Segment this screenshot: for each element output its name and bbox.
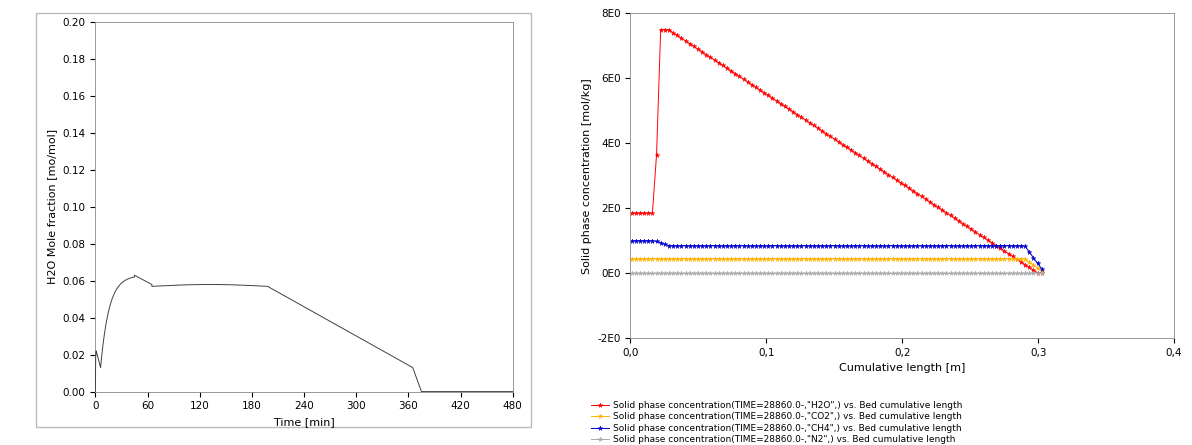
Solid phase concentration(TIME=28860.0-,"CH4",) vs. Bed cumulative length (720, 243, 734, 248)
Solid phase concentration(TIME=28860.0-,"H2O",) vs. Bed cumulative length (1018, 262, 1032, 267)
Solid phase concentration(TIME=28860.0-,"N2",) vs. Bed cumulative length (869, 271, 883, 276)
Solid phase concentration(TIME=28860.0-,"H2O",) vs. Bed cumulative length (707, 57, 721, 63)
Solid phase concentration(TIME=28860.0-,"H2O",) vs. Bed cumulative length (625, 210, 639, 216)
Solid phase concentration(TIME=28860.0-,"H2O",) vs. Bed cumulative length (1035, 271, 1049, 276)
Solid phase concentration(TIME=28860.0-,"H2O",) vs. Bed cumulative length (1006, 254, 1020, 259)
Solid phase concentration(TIME=28860.0-,"H2O",) vs. Bed cumulative length (873, 166, 887, 172)
Solid phase concentration(TIME=28860.0-,"N2",) vs. Bed cumulative length (1001, 271, 1016, 276)
Solid phase concentration(TIME=28860.0-,"N2",) vs. Bed cumulative length (1014, 271, 1029, 276)
Solid phase concentration(TIME=28860.0-,"CO2",) vs. Bed cumulative length (703, 256, 718, 261)
Solid phase concentration(TIME=28860.0-,"CO2",) vs. Bed cumulative length (869, 256, 883, 261)
Solid phase concentration(TIME=28860.0-,"N2",) vs. Bed cumulative length (720, 271, 734, 276)
Solid phase concentration(TIME=28860.0-,"N2",) vs. Bed cumulative length (836, 271, 850, 276)
Solid phase concentration(TIME=28860.0-,"CH4",) vs. Bed cumulative length (1035, 266, 1049, 271)
Solid phase concentration(TIME=28860.0-,"CO2",) vs. Bed cumulative length (720, 256, 734, 261)
Solid phase concentration(TIME=28860.0-,"CH4",) vs. Bed cumulative length (869, 243, 883, 248)
Solid phase concentration(TIME=28860.0-,"CH4",) vs. Bed cumulative length (836, 243, 850, 248)
Solid phase concentration(TIME=28860.0-,"H2O",) vs. Bed cumulative length (840, 145, 855, 150)
Solid phase concentration(TIME=28860.0-,"H2O",) vs. Bed cumulative length (724, 68, 738, 73)
Y-axis label: H2O Mole fraction [mo/mol]: H2O Mole fraction [mo/mol] (46, 129, 57, 284)
Solid phase concentration(TIME=28860.0-,"CO2",) vs. Bed cumulative length (1014, 256, 1029, 261)
Solid phase concentration(TIME=28860.0-,"CH4",) vs. Bed cumulative length (625, 238, 639, 243)
Solid phase concentration(TIME=28860.0-,"CO2",) vs. Bed cumulative length (1001, 256, 1016, 261)
Solid phase concentration(TIME=28860.0-,"N2",) vs. Bed cumulative length (703, 271, 718, 276)
Line: Solid phase concentration(TIME=28860.0-,"CO2",) vs. Bed cumulative length: Solid phase concentration(TIME=28860.0-,… (629, 256, 1044, 273)
Line: Solid phase concentration(TIME=28860.0-,"CH4",) vs. Bed cumulative length: Solid phase concentration(TIME=28860.0-,… (629, 239, 1044, 271)
Solid phase concentration(TIME=28860.0-,"CH4",) vs. Bed cumulative length (703, 243, 718, 248)
Solid phase concentration(TIME=28860.0-,"CO2",) vs. Bed cumulative length (836, 256, 850, 261)
Solid phase concentration(TIME=28860.0-,"CH4",) vs. Bed cumulative length (1014, 243, 1029, 248)
Solid phase concentration(TIME=28860.0-,"CO2",) vs. Bed cumulative length (1035, 268, 1049, 274)
X-axis label: Cumulative length [m]: Cumulative length [m] (839, 364, 966, 373)
Line: Solid phase concentration(TIME=28860.0-,"H2O",) vs. Bed cumulative length: Solid phase concentration(TIME=28860.0-,… (629, 27, 1044, 275)
Y-axis label: Solid phase concentration [mol/kg]: Solid phase concentration [mol/kg] (582, 78, 591, 274)
Line: Solid phase concentration(TIME=28860.0-,"N2",) vs. Bed cumulative length: Solid phase concentration(TIME=28860.0-,… (629, 271, 1044, 275)
Solid phase concentration(TIME=28860.0-,"N2",) vs. Bed cumulative length (1035, 271, 1049, 276)
Solid phase concentration(TIME=28860.0-,"H2O",) vs. Bed cumulative length (653, 27, 668, 32)
Solid phase concentration(TIME=28860.0-,"CO2",) vs. Bed cumulative length (625, 256, 639, 261)
Solid phase concentration(TIME=28860.0-,"N2",) vs. Bed cumulative length (625, 271, 639, 276)
X-axis label: Time [min]: Time [min] (274, 417, 335, 427)
Legend: Solid phase concentration(TIME=28860.0-,"H2O",) vs. Bed cumulative length, Solid: Solid phase concentration(TIME=28860.0-,… (591, 401, 962, 444)
Solid phase concentration(TIME=28860.0-,"CH4",) vs. Bed cumulative length (1001, 243, 1016, 248)
